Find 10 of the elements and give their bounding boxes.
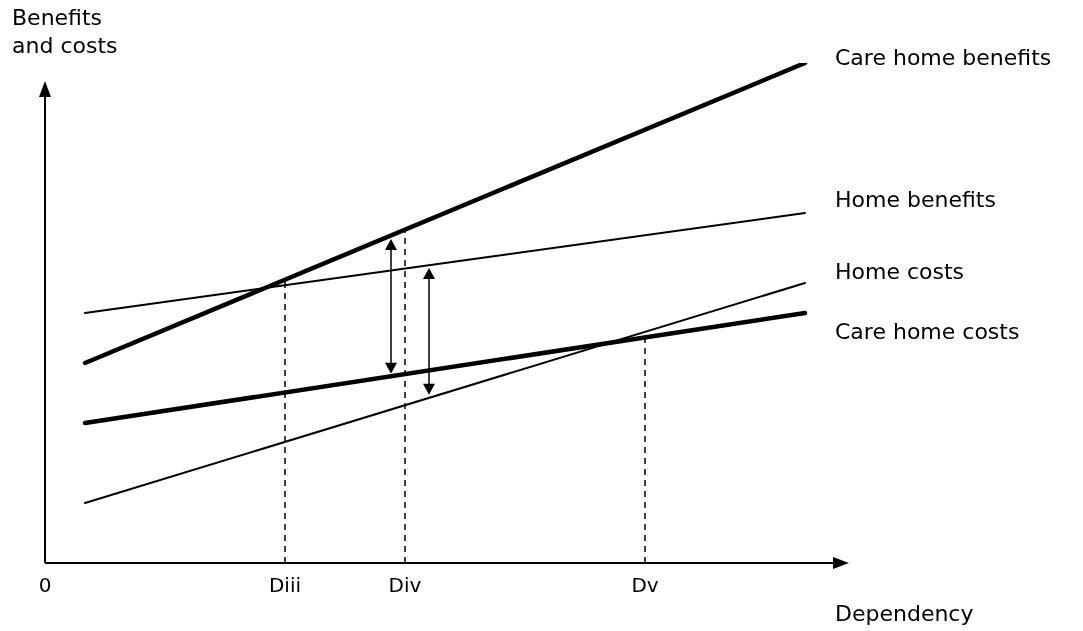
- x-tick-label: Diii: [268, 573, 302, 598]
- series-label: Care home costs: [835, 318, 1020, 344]
- x-axis-title: Dependency: [835, 600, 974, 628]
- series-label: Home benefits: [835, 186, 996, 212]
- y-axis-title: Benefits and costs: [12, 4, 119, 59]
- series-label: Home costs: [835, 258, 965, 284]
- x-tick-label: Div: [388, 573, 422, 598]
- x-tick-label: 0: [38, 573, 52, 598]
- x-tick-label: Dv: [631, 573, 659, 598]
- series-label: Care home benefits: [835, 44, 1052, 70]
